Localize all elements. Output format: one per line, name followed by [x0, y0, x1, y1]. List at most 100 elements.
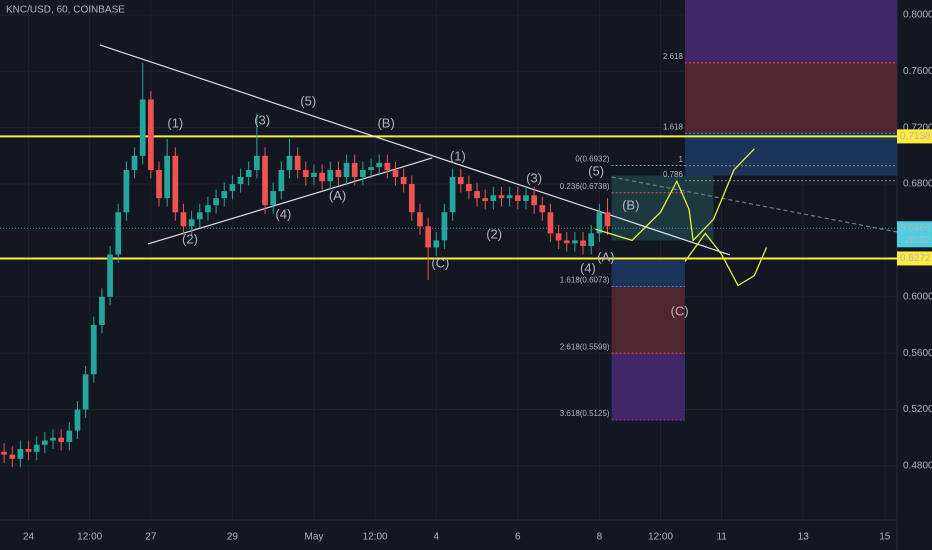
candle-body — [376, 162, 383, 168]
wave-label: (3) — [526, 170, 542, 185]
x-tick-label: 4 — [433, 532, 439, 543]
candle-body — [425, 226, 431, 248]
candle-body — [74, 409, 81, 431]
fib-label: 0.786 — [663, 170, 684, 179]
candle-body — [245, 169, 252, 177]
wave-label: (1) — [167, 115, 183, 130]
fib-label: 2.618 — [663, 52, 684, 61]
candle-body — [25, 448, 32, 452]
candle-body — [417, 212, 423, 227]
candle-body — [531, 195, 537, 206]
candle-body — [449, 176, 456, 213]
candle-body — [82, 374, 89, 410]
candle-body — [180, 212, 187, 227]
wave-label: (B) — [377, 115, 394, 130]
candle-body — [596, 212, 603, 234]
candle-body — [408, 184, 415, 213]
wave-label: (2) — [182, 231, 198, 246]
candle-body — [319, 172, 325, 182]
last-price-time: 20:32 — [905, 235, 930, 246]
candle-body — [196, 212, 203, 220]
candle-body — [294, 155, 301, 170]
fib-zone — [611, 353, 685, 421]
candle-body — [66, 430, 73, 442]
candle-body — [547, 212, 554, 234]
price-badge-label: 0.7138 — [900, 131, 931, 142]
trend-line — [147, 157, 433, 245]
x-tick-label: 27 — [145, 532, 157, 543]
y-tick-label: 0.6000 — [903, 291, 932, 302]
candle-body — [466, 184, 472, 192]
candle-body — [123, 169, 130, 213]
wave-label: (2) — [486, 226, 502, 241]
candle-body — [9, 454, 16, 459]
candle-body — [506, 195, 513, 199]
candle-body — [131, 155, 138, 170]
wave-label: (C) — [431, 255, 449, 270]
wave-label: (3) — [254, 112, 270, 127]
x-tick-label: 29 — [227, 532, 239, 543]
candle-body — [392, 169, 399, 177]
candle-body — [50, 437, 56, 441]
candle-body — [302, 169, 309, 177]
candle-body — [490, 195, 497, 201]
candle-body — [17, 448, 24, 459]
candle-body — [278, 169, 285, 192]
fib-label: 1.618(0.6073) — [560, 276, 610, 285]
trend-line — [99, 44, 731, 256]
candle-body — [213, 198, 219, 206]
wave-label: (1) — [450, 148, 466, 163]
y-tick-label: 0.7600 — [903, 66, 932, 77]
x-tick-label: 12:00 — [648, 532, 673, 543]
price-badge-label: 0.6272 — [900, 253, 931, 264]
candle-body — [498, 195, 505, 199]
fib-zone — [684, 133, 897, 176]
candle-body — [1, 451, 7, 455]
candle-body — [604, 212, 611, 227]
x-tick-label: 15 — [879, 532, 891, 543]
candle-body — [221, 191, 228, 199]
candle-body — [555, 233, 562, 241]
candle-body — [572, 240, 578, 244]
candle-body — [139, 99, 146, 156]
candle-body — [164, 155, 171, 199]
wave-label: (5) — [300, 94, 316, 109]
x-tick-label: May — [304, 532, 323, 543]
candle-body — [351, 162, 358, 177]
price-badge — [897, 251, 932, 266]
candle-body — [254, 155, 260, 170]
candle-body — [433, 240, 440, 248]
x-tick-label: 12:00 — [363, 532, 388, 543]
candle-body — [229, 184, 236, 192]
candle-body — [58, 437, 65, 442]
candle-body — [107, 254, 113, 297]
candle-body — [563, 240, 570, 244]
forecast-path — [684, 232, 768, 287]
candle-body — [482, 198, 489, 201]
candle-body — [90, 324, 97, 375]
candle-body — [457, 176, 464, 185]
fib-label: 0(0.6932) — [575, 155, 610, 164]
y-tick-label: 0.7200 — [903, 122, 932, 133]
candle-body — [237, 176, 244, 185]
candle-body — [286, 155, 293, 170]
fib-label: 0.236(0.6738) — [560, 182, 610, 191]
y-tick-label: 0.6800 — [903, 179, 932, 190]
fib-label: 1 — [679, 155, 684, 164]
candle-body — [115, 212, 122, 255]
fib-zone — [611, 286, 685, 354]
candle-body — [384, 162, 391, 170]
fib-label: 3.618(0.5125) — [560, 409, 610, 418]
candle-body — [588, 233, 595, 247]
candle-body — [327, 169, 334, 182]
fib-zone — [684, 62, 897, 134]
last-price-label: 0.6486 — [900, 223, 931, 234]
candle-body — [335, 169, 342, 177]
candle-body — [441, 212, 448, 241]
candle-body — [523, 195, 529, 201]
fib-zone — [611, 258, 685, 287]
candle-body — [343, 162, 350, 177]
candle-body — [400, 176, 407, 185]
y-tick-label: 0.5200 — [903, 404, 932, 415]
